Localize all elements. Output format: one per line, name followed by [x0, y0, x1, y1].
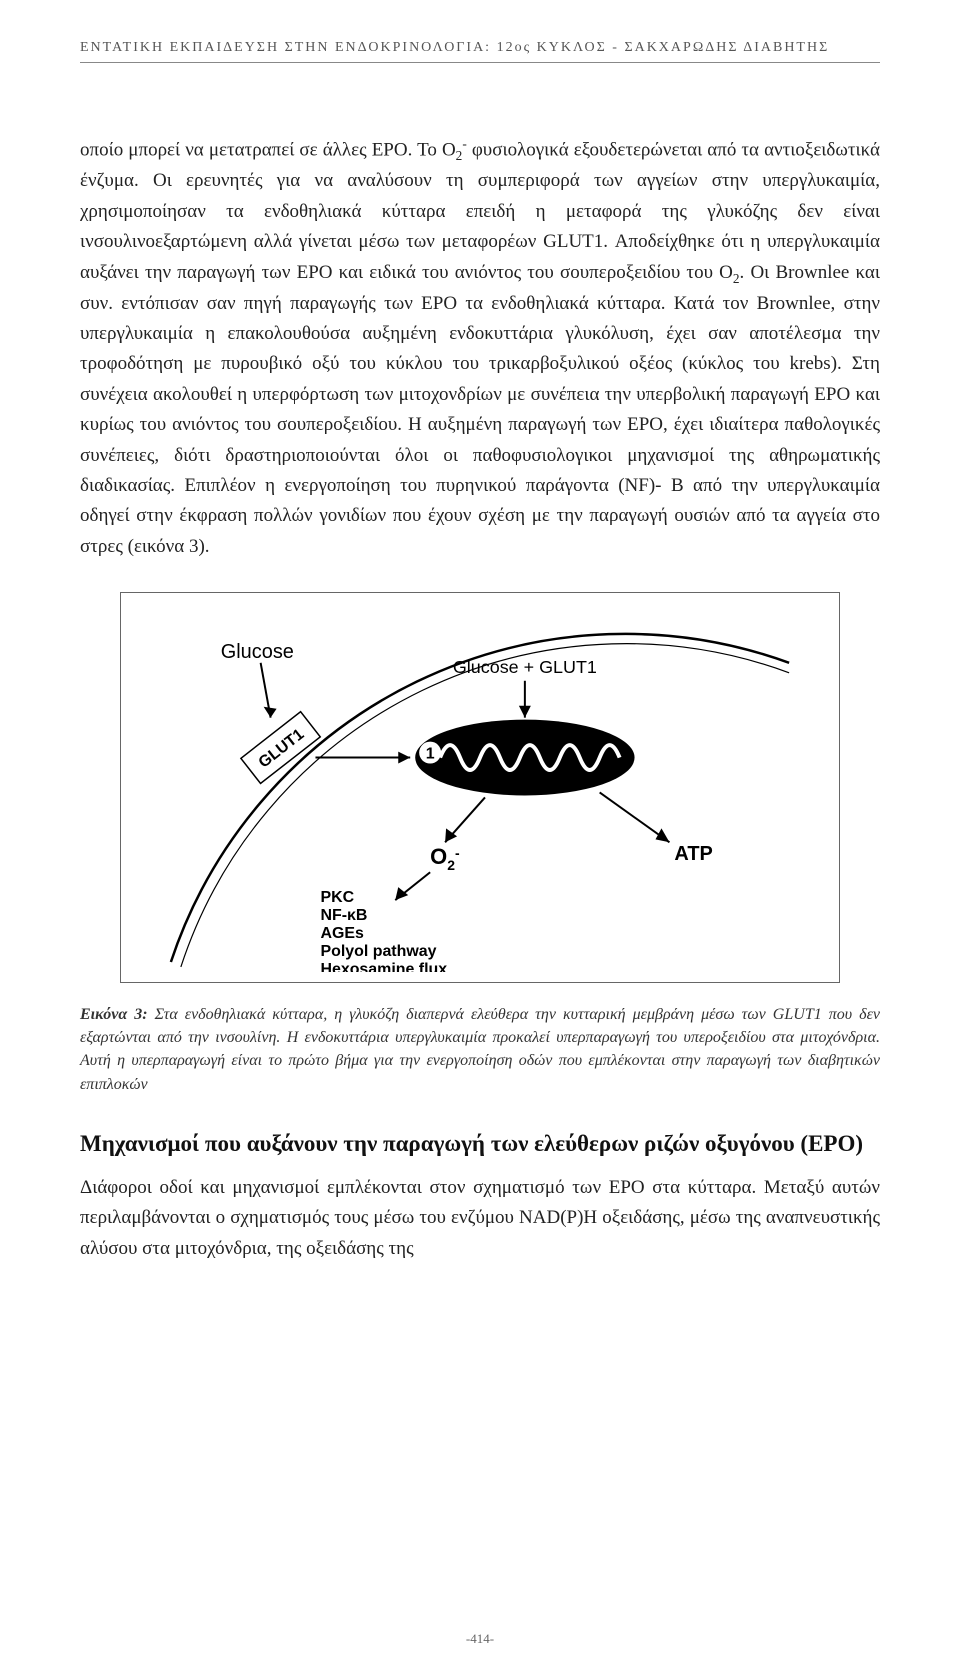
section-heading: Μηχανισμοί που αυξάνουν την παραγωγή των…: [80, 1128, 880, 1159]
figure-3-caption: Εικόνα 3: Στα ενδοθηλιακά κύτταρα, η γλυ…: [80, 1003, 880, 1096]
running-head: ΕΝΤΑΤΙΚΗ ΕΚΠΑΙΔΕΥΣΗ ΣΤΗΝ ΕΝΔΟΚΡΙΝΟΛΟΓΙΑ:…: [80, 40, 880, 63]
figure-3: Glucose GLUT1 Glucose + GLUT1 1: [120, 592, 840, 983]
pathway-hexosamine: Hexosamine flux: [320, 961, 447, 972]
pathway-nfkb: NF-κB: [320, 907, 367, 924]
pathway-ages: AGEs: [320, 925, 364, 942]
glut1-transporter: GLUT1: [241, 712, 320, 784]
atp-label: ATP: [674, 843, 712, 865]
o2-label-group: O2-: [430, 844, 460, 873]
pathway-polyol: Polyol pathway: [320, 943, 436, 960]
o2-label: O: [430, 844, 447, 869]
caption-body: Στα ενδοθηλιακά κύτταρα, η γλυκόζη διαπε…: [80, 1006, 880, 1093]
arrow-atp-head: [655, 828, 669, 842]
body-text-frag-a: οποίο μπορεί να μετατραπεί σε άλλες ΕΡΟ.…: [80, 139, 456, 160]
arrow-glut1-mito-head: [398, 752, 410, 764]
arrow-glucose-in-head: [264, 707, 277, 718]
caption-lead: Εικόνα 3:: [80, 1006, 148, 1023]
figure-3-svg: Glucose GLUT1 Glucose + GLUT1 1: [131, 603, 829, 972]
arrow-o2-pathways-head: [395, 887, 408, 900]
page-container: ΕΝΤΑΤΙΚΗ ΕΚΠΑΙΔΕΥΣΗ ΣΤΗΝ ΕΝΔΟΚΡΙΝΟΛΟΓΙΑ:…: [0, 0, 960, 1663]
body-text-frag-c: . Οι Brownlee και συν. εντόπισαν σαν πηγ…: [80, 262, 880, 557]
mito-num: 1: [426, 746, 435, 763]
body-paragraph-2: Διάφοροι οδοί και μηχανισμοί εμπλέκονται…: [80, 1173, 880, 1264]
pathway-pkc: PKC: [320, 889, 354, 906]
mitochondrion: 1: [415, 720, 634, 796]
page-number: -414-: [0, 1631, 960, 1647]
cell-membrane-arc-inner: [181, 644, 789, 967]
body-paragraph-1: οποίο μπορεί να μετατραπεί σε άλλες ΕΡΟ.…: [80, 133, 880, 562]
glucose-label: Glucose: [221, 641, 294, 663]
arrow-glucose-down-head: [519, 706, 531, 718]
sub-o2-2: 2: [733, 270, 740, 285]
o2-sup: -: [455, 845, 460, 861]
glucose-glut1-label: Glucose + GLUT1: [453, 657, 597, 677]
